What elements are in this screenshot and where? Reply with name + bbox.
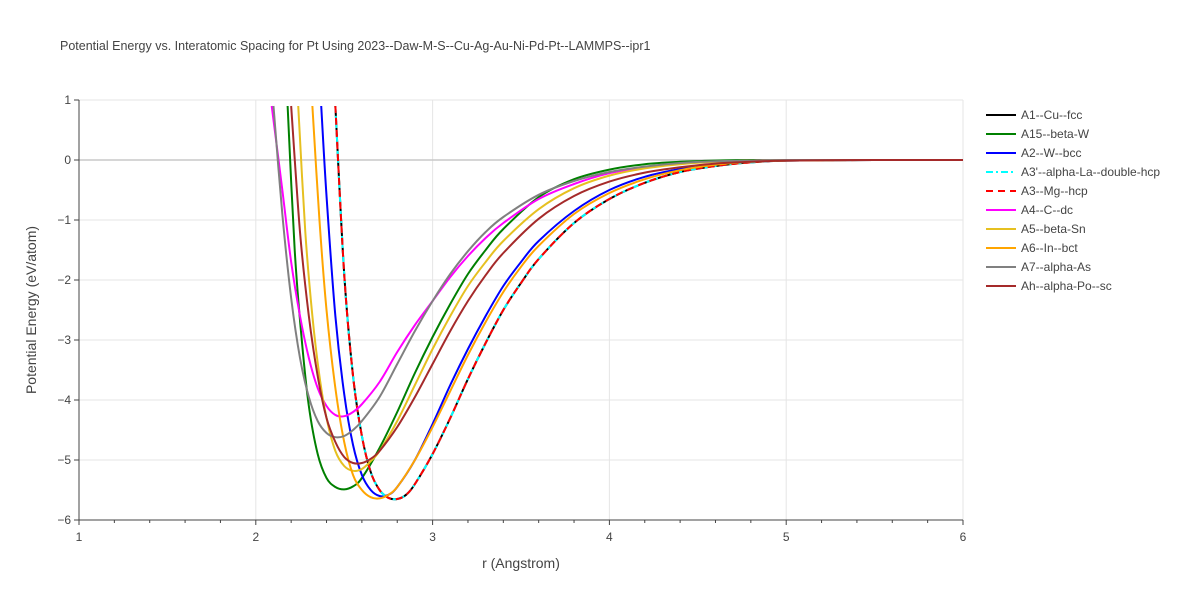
series-line-5	[270, 105, 963, 418]
y-tick-label: 0	[64, 153, 71, 167]
legend-item[interactable]: A4--C--dc	[986, 203, 1073, 217]
legend-item[interactable]: A7--alpha-As	[986, 260, 1091, 274]
legend-item[interactable]: Ah--alpha-Po--sc	[986, 279, 1112, 293]
legend-item[interactable]: A1--Cu--fcc	[986, 108, 1082, 122]
series-line-4	[334, 105, 963, 501]
x-tick-label: 6	[960, 530, 967, 544]
x-tick-label: 2	[252, 530, 259, 544]
chart-title: Potential Energy vs. Interatomic Spacing…	[60, 39, 651, 53]
legend-label: A5--beta-Sn	[1021, 222, 1086, 236]
x-axis-title: r (Angstrom)	[482, 555, 560, 571]
legend-label: A4--C--dc	[1021, 203, 1073, 217]
series-line-8	[272, 105, 963, 439]
series-line-1	[286, 105, 963, 491]
legend-label: A3'--alpha-La--double-hcp	[1021, 165, 1160, 179]
legend-label: A7--alpha-As	[1021, 260, 1091, 274]
series-line-9	[290, 105, 963, 465]
legend-item[interactable]: A3'--alpha-La--double-hcp	[986, 165, 1160, 179]
y-tick-label: 1	[64, 93, 71, 107]
legend-item[interactable]: A6--In--bct	[986, 241, 1078, 255]
series-line-3	[334, 105, 963, 501]
y-tick-label: −1	[57, 213, 71, 227]
legend-label: A3--Mg--hcp	[1021, 184, 1088, 198]
legend-item[interactable]: A2--W--bcc	[986, 146, 1081, 160]
y-tick-label: −4	[57, 393, 71, 407]
legend-label: A6--In--bct	[1021, 241, 1078, 255]
plot-area	[270, 105, 963, 501]
x-tick-label: 4	[606, 530, 613, 544]
x-tick-label: 5	[783, 530, 790, 544]
y-tick-label: −5	[57, 453, 71, 467]
y-tick-label: −2	[57, 273, 71, 287]
legend: A1--Cu--fcc A15--beta-W A2--W--bcc A3'--alp…	[986, 108, 1160, 293]
x-tick-label: 3	[429, 530, 436, 544]
legend-label: A15--beta-W	[1021, 127, 1090, 141]
x-tick-label: 1	[76, 530, 83, 544]
legend-item[interactable]: A3--Mg--hcp	[986, 184, 1088, 198]
axes: 1 2 3 4 5 6 1 0 −1 −2 −3 −4 −5 −6	[57, 93, 966, 544]
y-tick-label: −6	[57, 513, 71, 527]
grid	[79, 99, 964, 520]
series-line-0	[334, 105, 963, 501]
legend-label: Ah--alpha-Po--sc	[1021, 279, 1112, 293]
legend-label: A1--Cu--fcc	[1021, 108, 1082, 122]
legend-item[interactable]: A15--beta-W	[986, 127, 1090, 141]
legend-item[interactable]: A5--beta-Sn	[986, 222, 1086, 236]
series-line-7	[311, 105, 963, 500]
legend-label: A2--W--bcc	[1021, 146, 1081, 160]
y-axis-title: Potential Energy (eV/atom)	[23, 226, 39, 394]
y-tick-label: −3	[57, 333, 71, 347]
